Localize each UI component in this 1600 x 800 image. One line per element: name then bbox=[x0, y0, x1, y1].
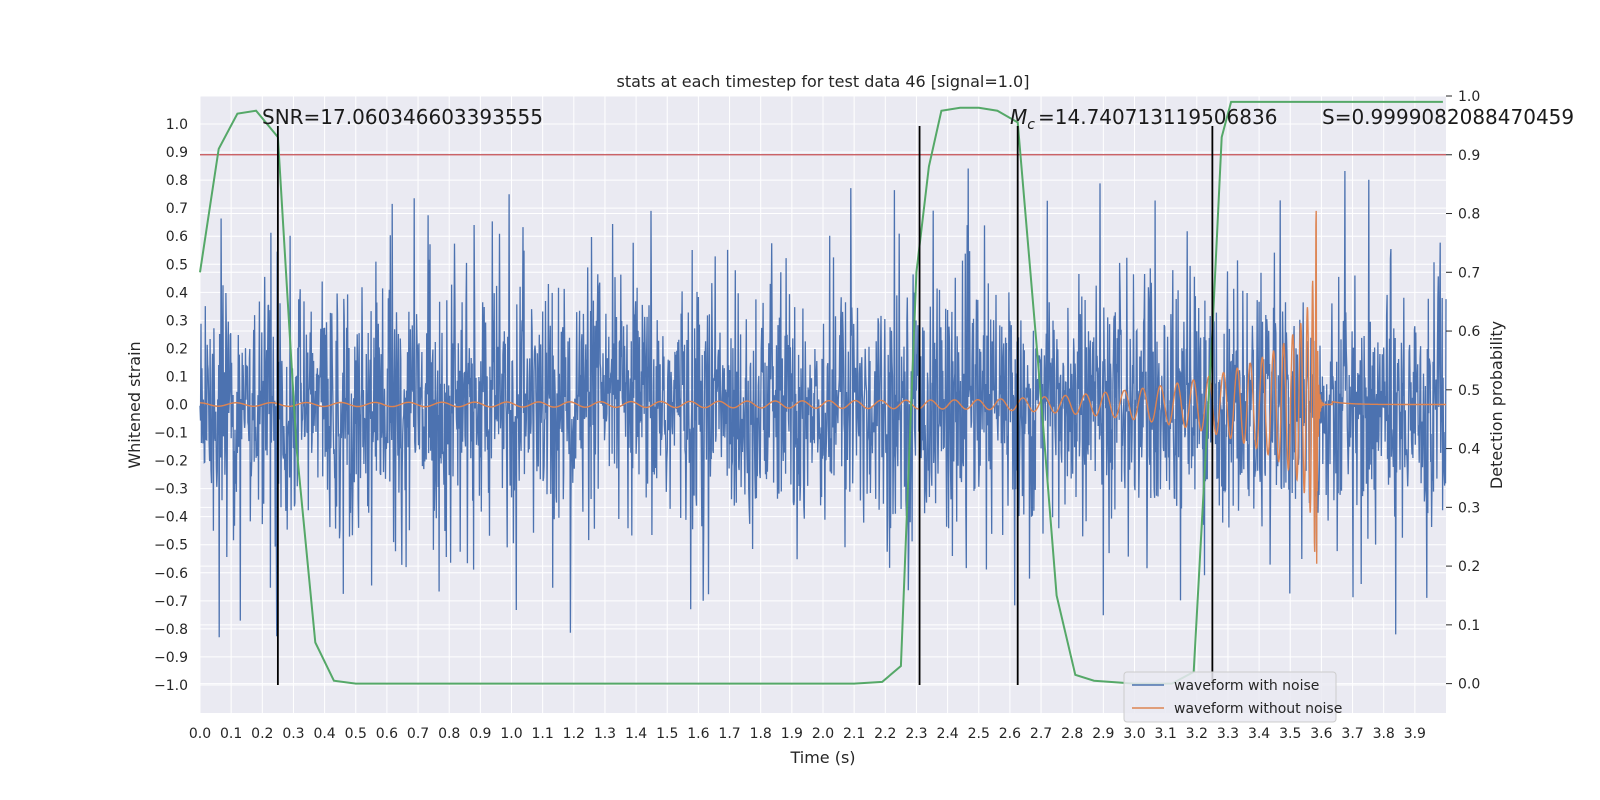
y-tick-label-left: 0.4 bbox=[166, 285, 188, 301]
y-tick-label-left: −0.3 bbox=[154, 482, 188, 498]
y-tick-label-right: 0.0 bbox=[1458, 677, 1480, 693]
x-tick-label: 0.2 bbox=[251, 726, 273, 742]
x-axis-label: Time (s) bbox=[789, 748, 855, 767]
legend: waveform with noise waveform without noi… bbox=[1123, 671, 1342, 723]
x-tick-label: 3.5 bbox=[1279, 726, 1301, 742]
y-tick-label-right: 0.8 bbox=[1458, 207, 1480, 223]
y-tick-label-right: 0.3 bbox=[1458, 500, 1480, 516]
x-tick-label: 1.4 bbox=[625, 726, 647, 742]
x-tick-label: 1.3 bbox=[594, 726, 616, 742]
mc-annotation: =14.740713119506836 bbox=[1038, 105, 1277, 129]
y-tick-label-left: −0.7 bbox=[154, 594, 188, 610]
x-tick-label: 1.0 bbox=[500, 726, 522, 742]
x-tick-label: 3.3 bbox=[1217, 726, 1239, 742]
x-tick-label: 2.3 bbox=[905, 726, 927, 742]
x-tick-label: 3.4 bbox=[1248, 726, 1270, 742]
x-tick-label: 3.1 bbox=[1155, 726, 1177, 742]
y-axis-label-right: Detection probability bbox=[1487, 321, 1506, 489]
x-tick-label: 2.2 bbox=[874, 726, 896, 742]
y-tick-label-left: 0.6 bbox=[166, 229, 188, 245]
x-tick-label: 0.5 bbox=[345, 726, 367, 742]
chart-title: stats at each timestep for test data 46 … bbox=[617, 72, 1030, 91]
y-tick-label-right: 0.5 bbox=[1458, 383, 1480, 399]
x-tick-label: 0.0 bbox=[189, 726, 211, 742]
mc-annotation-symbol: Mc bbox=[1010, 105, 1035, 133]
y-tick-label-right: 0.7 bbox=[1458, 265, 1480, 281]
x-tick-label: 0.8 bbox=[438, 726, 460, 742]
ticks: 0.0 0.1 0.2 0.3 0.4 0.5 0.6 0.7 0.8 0.9 1.0 1.1 1.2 1… bbox=[154, 89, 1480, 742]
series-layer bbox=[199, 100, 1447, 685]
x-tick-label: 3.7 bbox=[1341, 726, 1363, 742]
y-tick-label-right: 0.6 bbox=[1458, 324, 1480, 340]
y-tick-label-left: 0.5 bbox=[166, 257, 188, 273]
y-tick-label-left: 0.9 bbox=[166, 145, 188, 161]
x-tick-label: 1.7 bbox=[718, 726, 740, 742]
y-tick-label-right: 0.2 bbox=[1458, 559, 1480, 575]
x-tick-label: 0.7 bbox=[407, 726, 429, 742]
series-detection-probability bbox=[199, 100, 1443, 685]
x-tick-label: 0.3 bbox=[282, 726, 304, 742]
y-tick-label-left: −0.9 bbox=[154, 650, 188, 666]
y-tick-label-right: 1.0 bbox=[1458, 89, 1480, 105]
y-tick-label-right: 0.9 bbox=[1458, 148, 1480, 164]
y-tick-label-left: 0.2 bbox=[166, 341, 188, 357]
y-tick-label-left: 0.3 bbox=[166, 313, 188, 329]
x-tick-label: 3.2 bbox=[1186, 726, 1208, 742]
s-annotation: S=0.9999082088470459 bbox=[1322, 105, 1574, 129]
x-tick-label: 2.6 bbox=[999, 726, 1021, 742]
legend-box bbox=[1123, 671, 1337, 723]
y-tick-label-left: −0.8 bbox=[154, 622, 188, 638]
y-axis-label-left: Whitened strain bbox=[125, 341, 144, 468]
y-tick-label-left: 0.7 bbox=[166, 201, 188, 217]
x-tick-label: 2.8 bbox=[1061, 726, 1083, 742]
x-tick-label: 1.6 bbox=[687, 726, 709, 742]
x-tick-label: 2.0 bbox=[812, 726, 834, 742]
y-tick-label-left: −1.0 bbox=[154, 678, 188, 694]
x-tick-label: 1.1 bbox=[532, 726, 554, 742]
y-tick-label-left: 0.1 bbox=[166, 369, 188, 385]
y-tick-label-left: −0.2 bbox=[154, 454, 188, 470]
x-tick-label: 0.1 bbox=[220, 726, 242, 742]
y-tick-label-left: −0.4 bbox=[154, 510, 188, 526]
x-tick-label: 3.8 bbox=[1373, 726, 1395, 742]
x-tick-label: 2.1 bbox=[843, 726, 865, 742]
y-tick-label-left: 0.8 bbox=[166, 173, 188, 189]
x-tick-label: 1.8 bbox=[750, 726, 772, 742]
x-tick-label: 1.2 bbox=[563, 726, 585, 742]
y-tick-label-right: 0.1 bbox=[1458, 618, 1480, 634]
legend-label-waveform-without-noise: waveform without noise bbox=[1174, 701, 1342, 717]
y-tick-label-left: 1.0 bbox=[166, 117, 188, 133]
x-tick-label: 2.5 bbox=[968, 726, 990, 742]
legend-label-waveform-with-noise: waveform with noise bbox=[1174, 678, 1319, 694]
x-tick-label: 3.6 bbox=[1310, 726, 1332, 742]
y-tick-label-right: 0.4 bbox=[1458, 442, 1480, 458]
x-tick-label: 0.9 bbox=[469, 726, 491, 742]
x-tick-label: 1.9 bbox=[781, 726, 803, 742]
x-tick-label: 2.9 bbox=[1092, 726, 1114, 742]
x-tick-label: 3.0 bbox=[1123, 726, 1145, 742]
series-waveform-with-noise bbox=[199, 168, 1447, 638]
x-tick-label: 3.9 bbox=[1404, 726, 1426, 742]
y-tick-label-left: −0.5 bbox=[154, 538, 188, 554]
series-waveform-without-noise bbox=[200, 210, 1446, 564]
x-tick-label: 0.6 bbox=[376, 726, 398, 742]
snr-annotation: SNR=17.060346603393555 bbox=[262, 105, 543, 129]
y-tick-label-left: −0.6 bbox=[154, 566, 188, 582]
x-tick-label: 1.5 bbox=[656, 726, 678, 742]
y-tick-label-left: −0.1 bbox=[154, 426, 188, 442]
y-tick-label-left: 0.0 bbox=[166, 398, 188, 414]
x-tick-label: 2.4 bbox=[936, 726, 958, 742]
x-tick-label: 2.7 bbox=[1030, 726, 1052, 742]
x-tick-label: 0.4 bbox=[313, 726, 335, 742]
